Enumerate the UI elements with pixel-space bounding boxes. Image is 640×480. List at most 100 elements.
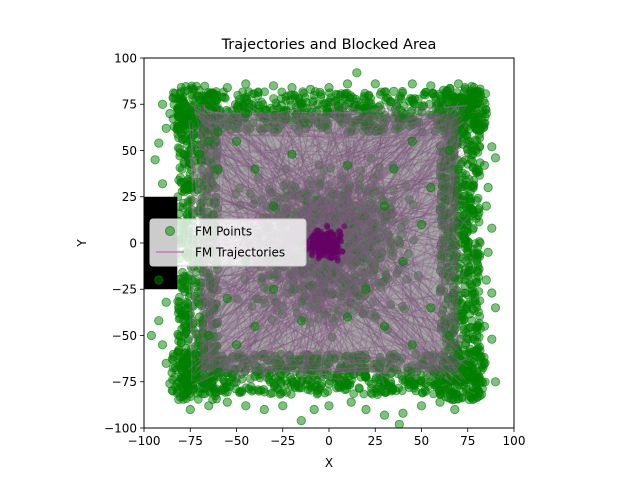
dense-core-mark — [323, 248, 330, 255]
fm-point — [259, 404, 269, 415]
fm-point — [154, 138, 164, 148]
fm-point — [476, 353, 486, 363]
fm-point — [450, 404, 460, 415]
y-tick-label: 100 — [114, 51, 137, 65]
fm-point — [150, 155, 160, 165]
dense-core-mark — [317, 248, 324, 254]
fm-point — [398, 108, 408, 119]
fm-point — [213, 127, 223, 137]
dense-core-mark — [335, 244, 342, 251]
y-tick-label: −100 — [104, 421, 137, 435]
fm-point — [187, 275, 197, 285]
fm-point — [342, 160, 353, 170]
fm-point — [278, 401, 288, 411]
fm-point — [309, 404, 319, 415]
fm-point — [231, 136, 242, 146]
y-tick-label: −50 — [112, 329, 137, 343]
dense-core-mark — [308, 251, 315, 257]
fm-point — [185, 404, 195, 415]
fm-point — [379, 201, 390, 211]
fm-point — [250, 164, 260, 174]
fm-point — [333, 101, 343, 111]
fm-point — [165, 378, 175, 389]
dense-core-mark — [329, 254, 335, 261]
fm-point — [213, 367, 223, 378]
fm-point — [231, 340, 242, 350]
y-tick-label: 0 — [129, 236, 137, 250]
y-axis: −100 −75 −50 −25 0 25 50 75 100 — [104, 51, 144, 435]
fm-point — [161, 123, 171, 133]
fm-point — [222, 83, 232, 93]
fm-point — [487, 142, 497, 152]
fm-point — [490, 303, 501, 313]
fm-point — [398, 375, 408, 385]
dense-core-mark — [328, 240, 335, 247]
x-tick-label: −25 — [270, 434, 295, 448]
fm-point — [180, 86, 190, 96]
fm-point — [472, 99, 482, 109]
fm-point — [487, 334, 497, 344]
x-axis-label: X — [325, 456, 333, 470]
fm-point — [457, 127, 467, 137]
fm-point — [389, 164, 399, 174]
y-tick-label: −25 — [112, 283, 137, 297]
fm-point — [204, 90, 214, 100]
fm-point — [287, 149, 297, 159]
y-tick-label: 75 — [122, 98, 137, 112]
fm-point — [268, 201, 279, 211]
fm-point — [379, 410, 390, 420]
fm-point — [222, 397, 232, 407]
dense-core-mark — [321, 234, 328, 241]
y-tick-label: 25 — [122, 190, 137, 204]
fm-point — [180, 390, 190, 400]
x-tick-label: 75 — [460, 434, 475, 448]
fm-point — [481, 201, 491, 211]
fm-point — [426, 182, 436, 193]
fm-point — [342, 79, 353, 89]
x-tick-label: −100 — [128, 434, 161, 448]
dense-core-mark — [327, 230, 334, 237]
fm-point — [204, 136, 214, 146]
fm-point — [161, 297, 171, 307]
dense-core-mark — [306, 237, 313, 244]
fm-point — [287, 375, 297, 385]
fm-point — [407, 340, 417, 350]
fm-point — [157, 340, 168, 350]
legend: FM Points FM Trajectories — [149, 218, 307, 267]
fm-point — [296, 99, 306, 109]
dense-core-mark — [334, 257, 341, 264]
fm-point — [481, 275, 491, 285]
fm-point — [194, 312, 205, 322]
legend-marker-fm-points — [165, 226, 175, 236]
fm-point — [483, 182, 493, 193]
fm-point — [361, 284, 371, 294]
fm-point — [370, 79, 380, 89]
fm-point — [407, 79, 417, 89]
fm-point — [352, 68, 362, 78]
fm-point — [435, 105, 445, 115]
fm-point — [346, 397, 356, 407]
fm-point — [324, 83, 334, 93]
fm-point — [194, 149, 205, 159]
fm-point — [453, 275, 464, 285]
fm-point — [191, 349, 201, 359]
fm-point — [268, 105, 279, 115]
fm-point — [483, 247, 493, 257]
fm-point — [146, 330, 156, 341]
fm-point — [342, 312, 353, 322]
fm-point — [435, 371, 445, 381]
fm-point — [490, 153, 501, 163]
fm-point — [453, 79, 464, 89]
x-axis: −100 −75 −50 −25 0 25 50 75 100 — [128, 428, 525, 448]
fm-point — [185, 182, 195, 193]
x-tick-label: 0 — [325, 434, 333, 448]
legend-frame — [149, 218, 307, 267]
fm-point — [481, 108, 491, 119]
fm-point — [296, 415, 306, 426]
y-axis-label: Y — [75, 239, 89, 248]
chart-title: Trajectories and Blocked Area — [221, 37, 437, 53]
fm-point — [444, 330, 454, 341]
dense-core-mark — [315, 255, 322, 262]
fm-point — [287, 83, 297, 93]
